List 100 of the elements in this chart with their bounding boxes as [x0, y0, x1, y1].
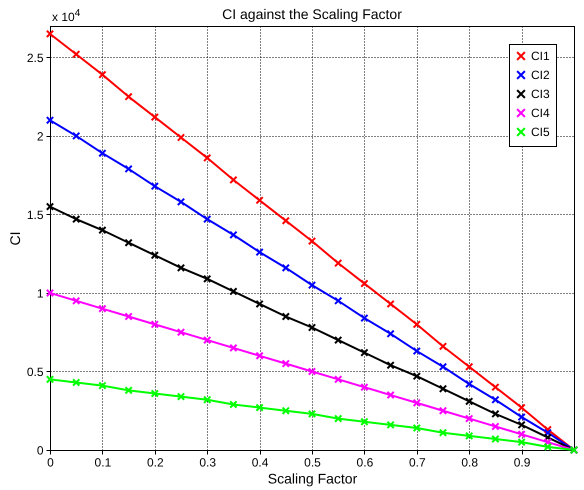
point	[465, 362, 474, 371]
point	[544, 438, 552, 446]
point	[517, 412, 526, 422]
point	[412, 372, 421, 380]
point	[98, 226, 107, 234]
point	[203, 396, 212, 404]
point	[98, 304, 107, 313]
point	[229, 344, 238, 352]
point	[72, 132, 80, 140]
point	[465, 414, 474, 423]
point	[72, 214, 80, 224]
point	[124, 238, 133, 247]
point	[517, 403, 526, 412]
x-tick-label: 0.9	[514, 456, 531, 470]
point	[176, 328, 186, 336]
point	[308, 410, 316, 418]
point	[229, 400, 238, 409]
legend-label: CI5	[531, 125, 550, 139]
point	[124, 386, 133, 394]
point	[491, 410, 500, 418]
legend-label: CI2	[531, 68, 550, 82]
point	[386, 420, 395, 430]
point	[360, 279, 369, 288]
x-tick-label: 0.4	[252, 456, 269, 470]
point	[334, 414, 342, 423]
point	[386, 390, 395, 400]
point	[491, 434, 500, 444]
y-tick-label: 1.5	[26, 208, 44, 222]
point	[229, 230, 238, 240]
point	[491, 383, 500, 392]
point	[386, 330, 395, 338]
x-tick-label: 0.3	[199, 456, 216, 470]
point	[255, 248, 264, 256]
y-tick-label: 1	[36, 286, 44, 300]
point	[203, 154, 212, 162]
point	[255, 300, 264, 308]
point	[544, 425, 552, 434]
point	[98, 149, 107, 158]
point	[229, 176, 238, 184]
point	[517, 438, 526, 446]
point	[150, 112, 159, 122]
point	[282, 406, 290, 415]
point	[46, 202, 54, 211]
point	[150, 320, 159, 329]
point	[334, 258, 342, 268]
point	[46, 288, 54, 298]
point	[124, 312, 133, 321]
point	[203, 214, 212, 224]
point	[124, 92, 133, 101]
y-tick-label: 2	[36, 129, 44, 144]
point	[438, 342, 448, 351]
point	[308, 236, 316, 246]
y-axis-title: CI	[6, 232, 23, 246]
point	[544, 442, 552, 452]
point	[203, 274, 212, 283]
point	[465, 432, 474, 440]
point	[334, 296, 342, 305]
x-tick-label: 0.2	[146, 456, 164, 470]
point	[360, 314, 369, 322]
x-tick-label: 0	[47, 456, 54, 470]
point	[438, 384, 448, 393]
point	[176, 133, 186, 142]
point	[544, 433, 552, 442]
point	[360, 418, 369, 426]
point	[360, 383, 369, 392]
point	[412, 424, 421, 432]
point	[203, 336, 212, 344]
legend-label: CI1	[531, 49, 550, 63]
legend-label: CI3	[531, 87, 550, 101]
point	[229, 287, 238, 296]
point	[176, 392, 186, 401]
point	[150, 389, 159, 398]
point	[438, 362, 448, 371]
point	[544, 428, 552, 437]
point	[176, 264, 186, 272]
y-tick-label: 0	[36, 444, 44, 458]
x-tick-label: 0.1	[94, 456, 112, 470]
point	[491, 396, 500, 404]
y-tick-label: 0.5	[26, 364, 44, 379]
point	[176, 198, 186, 206]
point	[412, 398, 421, 408]
point	[465, 397, 474, 406]
point	[46, 116, 54, 124]
point	[255, 403, 264, 412]
text: x 10$^{4}$	[52, 8, 80, 24]
point	[98, 70, 107, 79]
point	[124, 164, 133, 174]
point	[412, 346, 421, 356]
point	[255, 352, 264, 360]
point	[308, 367, 316, 376]
point	[438, 428, 448, 437]
y-tick-label: 2.5	[26, 50, 44, 65]
point	[465, 380, 474, 388]
x-tick-label: 0.7	[408, 456, 426, 470]
x-tick-label: 0.6	[356, 456, 374, 470]
point	[517, 420, 526, 430]
point	[517, 430, 526, 438]
point	[334, 336, 342, 344]
point	[98, 381, 107, 390]
point	[46, 375, 54, 384]
